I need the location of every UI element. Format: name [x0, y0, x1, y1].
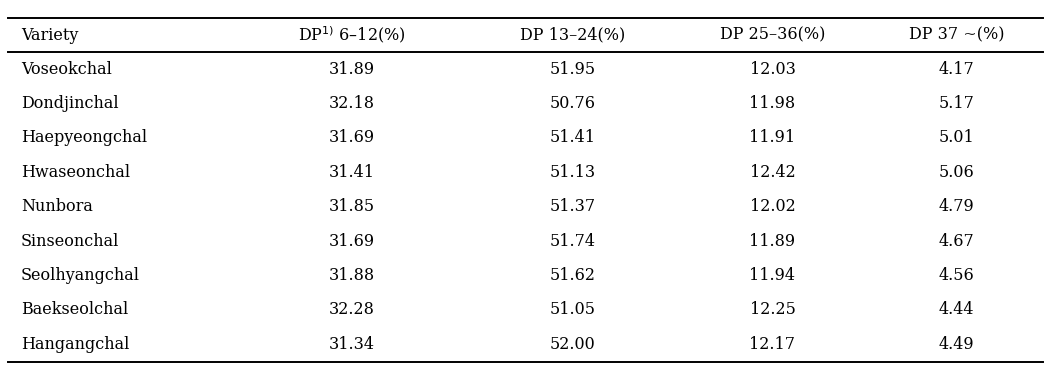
Text: 32.28: 32.28	[329, 301, 375, 318]
Text: 11.89: 11.89	[749, 233, 796, 250]
Text: 31.34: 31.34	[329, 336, 375, 353]
Text: DP$^{1)}$ 6–12(%): DP$^{1)}$ 6–12(%)	[298, 25, 406, 46]
Text: 31.69: 31.69	[329, 130, 375, 147]
Text: 5.17: 5.17	[939, 95, 974, 112]
Text: 51.74: 51.74	[550, 233, 596, 250]
Text: 11.91: 11.91	[749, 130, 796, 147]
Text: 4.67: 4.67	[939, 233, 974, 250]
Text: Haepyeongchal: Haepyeongchal	[21, 130, 147, 147]
Text: DP 25–36(%): DP 25–36(%)	[720, 27, 825, 43]
Text: 4.49: 4.49	[939, 336, 974, 353]
Text: 5.06: 5.06	[939, 164, 974, 181]
Text: Nunbora: Nunbora	[21, 198, 92, 215]
Text: Hangangchal: Hangangchal	[21, 336, 129, 353]
Text: Hwaseonchal: Hwaseonchal	[21, 164, 130, 181]
Text: 12.42: 12.42	[749, 164, 796, 181]
Text: 31.88: 31.88	[329, 267, 375, 284]
Text: 51.13: 51.13	[550, 164, 596, 181]
Text: 12.25: 12.25	[749, 301, 796, 318]
Text: 31.89: 31.89	[329, 61, 375, 78]
Text: DP 13–24(%): DP 13–24(%)	[520, 27, 625, 43]
Text: 51.05: 51.05	[550, 301, 596, 318]
Text: 4.44: 4.44	[939, 301, 974, 318]
Text: 11.94: 11.94	[749, 267, 796, 284]
Text: 4.56: 4.56	[939, 267, 974, 284]
Text: 12.02: 12.02	[749, 198, 796, 215]
Text: Variety: Variety	[21, 27, 79, 43]
Text: 50.76: 50.76	[550, 95, 596, 112]
Text: Dondjinchal: Dondjinchal	[21, 95, 119, 112]
Text: Sinseonchal: Sinseonchal	[21, 233, 120, 250]
Text: 32.18: 32.18	[329, 95, 375, 112]
Text: 51.37: 51.37	[550, 198, 596, 215]
Text: Seolhyangchal: Seolhyangchal	[21, 267, 140, 284]
Text: 31.41: 31.41	[329, 164, 375, 181]
Text: 51.62: 51.62	[550, 267, 596, 284]
Text: 4.17: 4.17	[939, 61, 974, 78]
Text: Voseokchal: Voseokchal	[21, 61, 111, 78]
Text: 4.79: 4.79	[939, 198, 974, 215]
Text: 12.03: 12.03	[749, 61, 796, 78]
Text: 51.41: 51.41	[550, 130, 596, 147]
Text: 52.00: 52.00	[550, 336, 596, 353]
Text: 31.69: 31.69	[329, 233, 375, 250]
Text: 12.17: 12.17	[749, 336, 796, 353]
Text: 31.85: 31.85	[329, 198, 375, 215]
Text: DP 37 ~(%): DP 37 ~(%)	[909, 27, 1004, 43]
Text: 5.01: 5.01	[939, 130, 974, 147]
Text: 51.95: 51.95	[550, 61, 596, 78]
Text: 11.98: 11.98	[749, 95, 796, 112]
Text: Baekseolchal: Baekseolchal	[21, 301, 128, 318]
